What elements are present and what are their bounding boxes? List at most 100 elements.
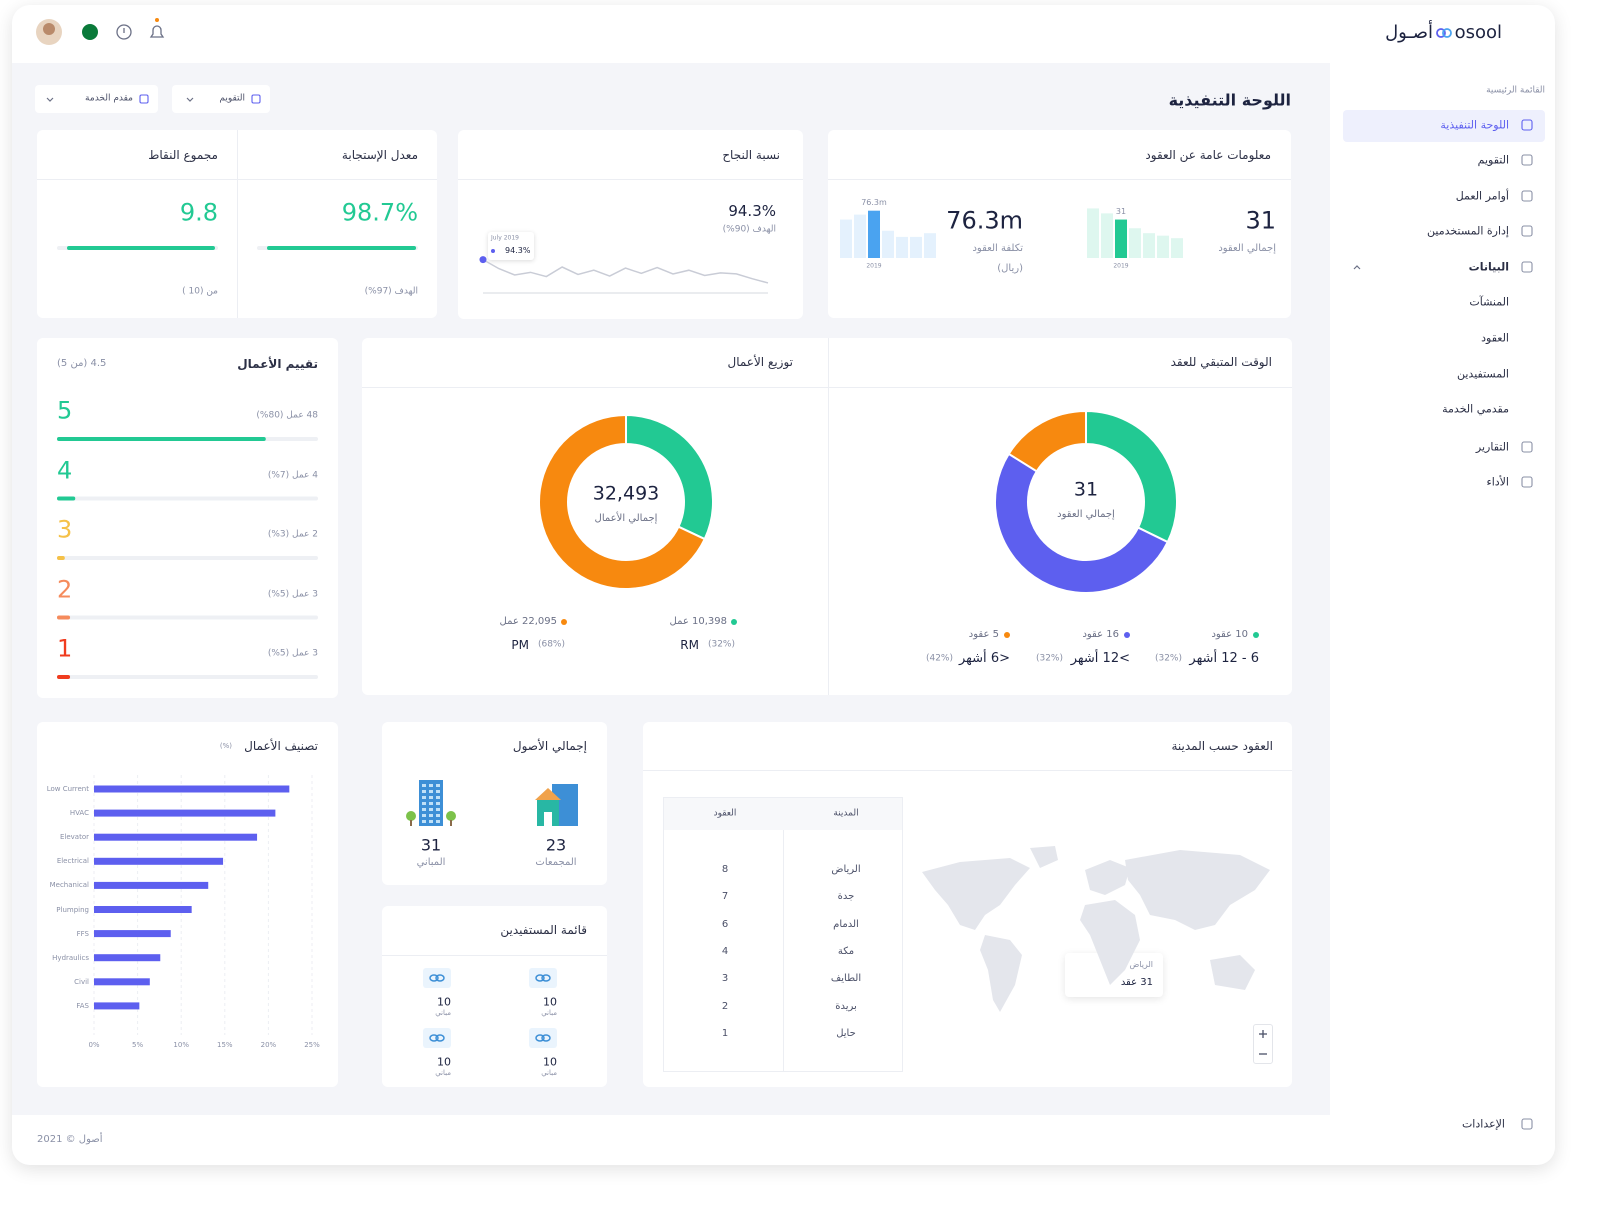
tooltip-value: 31 عقد [1120,977,1153,988]
y-tick-label: Mechanical [49,881,89,890]
rating-label: 3 عمل (5%) [267,648,318,659]
legend-name: PM [511,637,529,652]
brand-arabic: أصـول [1385,22,1433,44]
kpi-value: 98.7% [341,198,418,227]
mini-bar [1143,233,1155,258]
table-cell: 2 [721,1000,729,1012]
table-header: المدينة [833,808,859,819]
roof [535,788,561,800]
divider [828,338,829,695]
legend-name: 6 - 12 أشهر [1189,651,1259,667]
nav-icon [1521,1118,1533,1130]
nav-sub-item: العقود [1481,331,1509,345]
progress-bar [57,615,71,620]
card-unit: (%) [219,741,232,750]
copyright: أصول © 2021 [37,1134,103,1145]
card-title: تقييم الأعمال [237,356,318,371]
window [422,814,426,817]
trunk [410,820,412,826]
legend-percent: (68%) [537,639,565,650]
asset-label: المباني [416,857,446,868]
beneficiary-icon [423,1028,451,1048]
x-tick-label: 20% [260,1040,277,1049]
table-cell: جدة [837,891,855,903]
mini-bar [1171,238,1183,258]
progress-bar [267,246,417,250]
table-header: العقود [713,808,737,819]
tooltip-dot [491,249,495,253]
donut-segment [1085,409,1178,544]
x-tick-label: 0% [88,1040,100,1049]
active-item [1343,110,1545,142]
logo-mark [1436,28,1446,38]
beneficiary-label: مباني [541,1068,557,1077]
nav-sub-item: المنشآت [1469,295,1509,309]
donut-segment [994,452,1170,594]
beneficiary-icon [529,968,557,988]
chevron [186,97,194,102]
mini-bar [910,236,922,258]
table-cell: الطايف [830,973,862,985]
rating-stars: 1 [57,634,73,663]
legend-percent: (32%) [1035,653,1063,664]
mini-year: 2019 [1113,262,1129,270]
x-tick-label: 25% [304,1040,320,1049]
bell-icon [149,25,165,38]
mini-bar [868,210,880,258]
point [479,256,487,264]
kpi-value: 31 [1245,206,1276,235]
filter [35,85,158,113]
mini-bar-label: 76.3m [861,197,887,207]
legend-dot [1253,632,1259,638]
window [422,820,426,823]
top-bar [12,5,1330,63]
beneficiary-label: مباني [435,1008,451,1017]
donut-total: 32,493 [592,482,660,505]
mini-bar [1157,235,1169,258]
progress-track [57,496,318,501]
filter-label: مقدم الخدمة [85,93,133,104]
map-land [922,858,1030,930]
nav-settings: الإعدادات [1461,1117,1505,1131]
x-tick-label: 10% [173,1040,189,1049]
nav-item: إدارة المستخدمين [1427,224,1509,238]
legend-name: >12 أشهر [1070,651,1130,667]
asset-label: المجمعات [535,857,577,868]
kpi-value: 94.3% [728,202,776,220]
donut-segment [538,413,707,590]
nav-item: أوامر العمل [1455,189,1509,203]
window [429,796,433,799]
beneficiary-value: 10 [437,1055,451,1069]
legend-dot [561,619,567,625]
door [544,812,552,826]
nav-icon [1521,261,1533,273]
beneficiary-value: 10 [543,1055,557,1069]
y-tick-label: Low Current [46,784,89,793]
window [422,808,426,811]
chevron [1353,265,1361,270]
x-tick-label: 5% [132,1040,144,1049]
rating-label: 4 عمل (7%) [267,470,318,481]
filter-icon [251,94,261,104]
y-tick-label: Civil [74,977,89,986]
window [429,808,433,811]
nav-icon [1521,154,1533,166]
map-land [1210,955,1255,990]
rating-label: 2 عمل (3%) [267,529,318,540]
mini-bar [854,214,866,258]
legend-name: RM [680,637,699,652]
progress-bar [57,437,266,441]
nav-item: التقارير [1475,440,1509,454]
flag-icon [82,24,98,40]
page-title: اللوحة التنفيذية [1168,90,1291,110]
link-icon [435,974,445,982]
link-icon [541,1034,551,1042]
table-cell: 8 [721,864,729,875]
legend-percent: (42%) [925,653,953,664]
window [422,784,426,787]
asset-value: 31 [420,835,442,855]
window [436,796,440,799]
beneficiary-label: مباني [435,1068,451,1077]
tree [446,811,456,821]
